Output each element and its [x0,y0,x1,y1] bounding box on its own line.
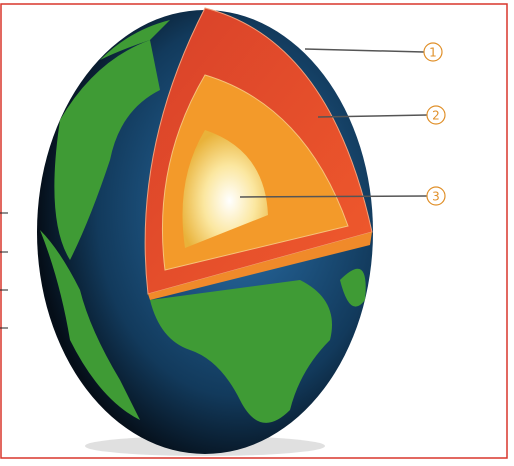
left-ticks [0,212,8,329]
leader-lines [239,48,428,198]
label-2: 2 [432,109,440,123]
label-1: 1 [429,46,437,60]
mantle-edge [148,232,372,300]
label-3: 3 [432,190,440,204]
continents [40,20,366,423]
frame [0,3,508,459]
inner-core [182,130,268,248]
label-circles [423,42,446,206]
